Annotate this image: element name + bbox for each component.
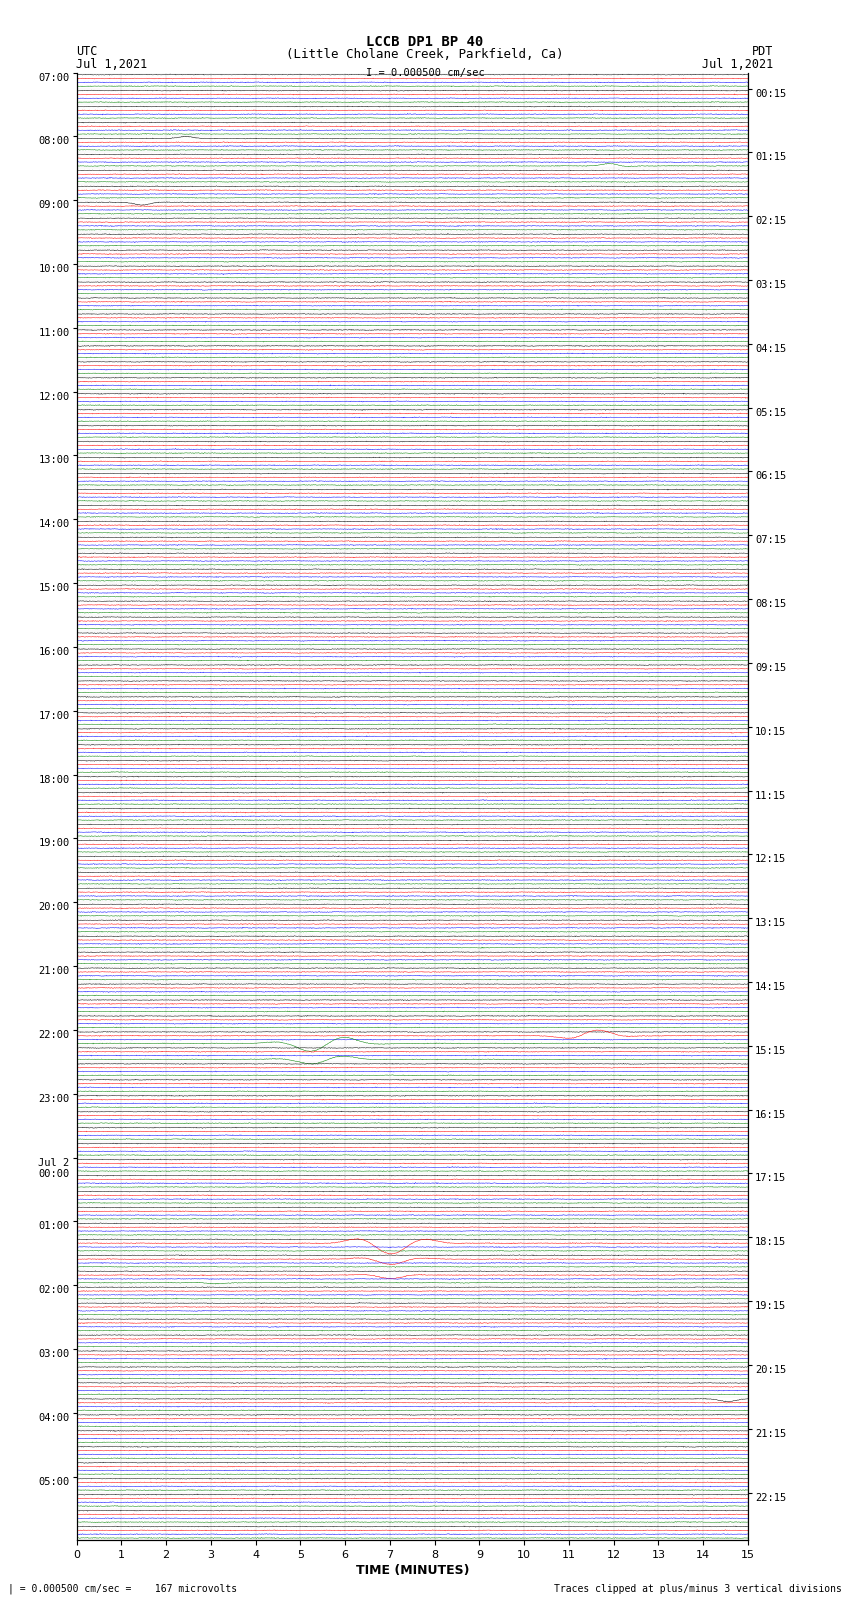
Text: PDT: PDT	[752, 45, 774, 58]
Text: I = 0.000500 cm/sec: I = 0.000500 cm/sec	[366, 68, 484, 77]
Text: | = 0.000500 cm/sec =    167 microvolts: | = 0.000500 cm/sec = 167 microvolts	[8, 1582, 238, 1594]
Text: Traces clipped at plus/minus 3 vertical divisions: Traces clipped at plus/minus 3 vertical …	[553, 1584, 842, 1594]
X-axis label: TIME (MINUTES): TIME (MINUTES)	[355, 1565, 469, 1578]
Text: (Little Cholane Creek, Parkfield, Ca): (Little Cholane Creek, Parkfield, Ca)	[286, 48, 564, 61]
Text: LCCB DP1 BP 40: LCCB DP1 BP 40	[366, 35, 484, 50]
Text: Jul 1,2021: Jul 1,2021	[76, 58, 148, 71]
Text: UTC: UTC	[76, 45, 98, 58]
Text: Jul 1,2021: Jul 1,2021	[702, 58, 774, 71]
